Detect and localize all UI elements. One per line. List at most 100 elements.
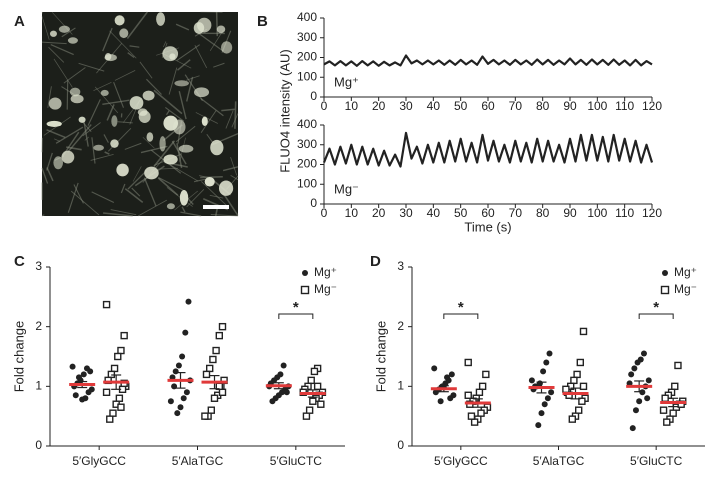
data-point [83,365,90,372]
data-point [535,422,542,429]
neurite [70,190,100,216]
cell-body [169,53,176,60]
x-tick-label: 60 [481,206,495,220]
data-point [575,406,583,414]
data-point [174,410,181,417]
data-point [541,401,548,408]
y-axis-label: Fold change [373,321,388,393]
cell-body [216,25,226,34]
neurite [41,16,50,40]
x-tick-label: 60 [481,99,495,113]
data-point [464,358,472,367]
data-point [313,382,322,391]
neurite [61,27,76,38]
x-tick-label: 50 [454,99,468,113]
y-tick-label: 100 [297,69,317,83]
neurite [127,52,135,58]
data-point [218,322,227,331]
neurite [171,140,187,165]
data-point [201,412,209,420]
y-tick-label: 0 [310,196,317,210]
data-point [114,352,122,361]
x-tick-label: 10 [345,206,359,220]
neurite [200,97,224,117]
neurite [170,164,199,182]
cell-body [146,132,154,142]
data-point [634,359,641,366]
neurite [132,166,142,182]
data-point [80,371,87,378]
neurite [215,11,219,37]
neurite [127,169,148,190]
neurite [168,67,178,95]
y-tick-label: 100 [297,176,317,190]
cell-body [93,144,104,151]
annotation: Mg⁻ [334,181,359,196]
neurite [180,211,202,217]
data-point [568,415,576,423]
y-tick-label: 1 [397,379,404,393]
cell-body [166,203,175,210]
neurite [213,62,225,68]
data-point [478,382,487,391]
neurite [176,143,183,169]
x-tick-label: 40 [427,99,441,113]
legend-marker [300,285,310,295]
neurite [41,214,45,217]
x-axis-label: Time (s) [464,219,511,234]
neurite [94,86,119,114]
data-point [172,368,179,375]
cell-body [110,139,119,148]
x-tick-label: 5′AlaTGC [533,454,585,468]
y-tick-label: 400 [297,117,317,131]
data-point [117,403,125,411]
data-point [562,385,570,394]
cell-body [218,180,234,196]
x-tick-label: 5′AlaTGC [172,454,224,468]
neurite [84,136,90,141]
data-point [437,398,444,405]
neurite [209,29,224,52]
x-tick-label: 110 [615,206,634,220]
data-point [310,367,319,376]
data-point [470,418,479,426]
y-tick-label: 300 [297,137,317,151]
data-point [205,364,214,373]
neurite [46,129,66,139]
significance-label: * [653,299,659,316]
data-point [464,391,472,399]
data-point [280,362,287,369]
data-point [628,371,635,378]
neurite [175,125,196,143]
legend-label: Mg⁺ [314,265,337,279]
cell-body [179,190,189,206]
y-tick-label: 200 [297,50,317,64]
data-point [659,406,668,414]
x-tick-label: 5′GlyGCC [72,454,126,468]
neurite [50,44,74,56]
data-point [283,389,290,396]
cell-body [111,115,118,127]
cell-body [159,136,166,152]
neurite [124,142,142,150]
data-point [477,409,485,417]
data-point [207,406,216,414]
cell-body [156,12,166,26]
neurite [53,58,73,88]
cell-body [100,89,109,96]
y-tick-label: 2 [397,319,404,333]
data-point [432,389,439,396]
trace [322,131,654,168]
data-point [546,350,553,357]
data-point [544,395,551,402]
data-point [431,365,438,372]
neurite [67,182,79,213]
neurite [201,181,229,208]
neurite [53,138,61,142]
neurite [165,107,185,122]
data-point [482,370,490,379]
annotation: Mg⁺ [334,74,359,89]
legend-label: Mg⁻ [314,282,337,296]
data-point [179,353,186,360]
data-point [570,376,578,385]
